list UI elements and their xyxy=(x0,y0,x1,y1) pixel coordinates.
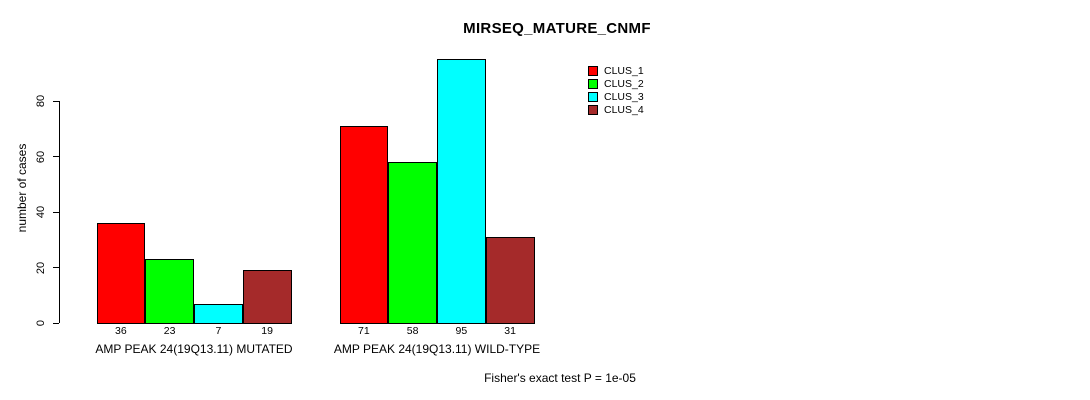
bar-clus_2-group2 xyxy=(388,162,437,324)
y-tick-label: 20 xyxy=(35,261,47,274)
bar-clus_1-group1 xyxy=(96,223,146,324)
bar-clus_3-group2 xyxy=(437,59,486,324)
y-tick-mark xyxy=(53,267,59,268)
y-tick-mark xyxy=(53,211,59,213)
legend-item-clus_1: CLUS_1 xyxy=(588,66,644,76)
chart-title: MIRSEQ_MATURE_CNMF xyxy=(463,20,651,37)
bar-value-label: 23 xyxy=(163,325,176,337)
y-axis-label: number of cases xyxy=(15,143,29,233)
y-tick-mark xyxy=(53,322,59,324)
legend-swatch-icon xyxy=(588,92,598,102)
annotation-text: Fisher's exact test P = 1e-05 xyxy=(484,371,636,385)
legend: CLUS_1 CLUS_2 CLUS_3 CLUS_4 xyxy=(588,66,644,118)
legend-swatch-icon xyxy=(588,66,598,76)
bar-value-label: 95 xyxy=(455,325,468,337)
bar-value-label: 7 xyxy=(215,325,222,337)
y-axis-line xyxy=(59,101,60,323)
bar-clus_1-group2 xyxy=(339,125,389,324)
bar-value-label: 31 xyxy=(504,325,516,337)
y-tick-label: 60 xyxy=(35,150,47,163)
y-tick-label: 40 xyxy=(35,205,47,219)
legend-item-clus_4: CLUS_4 xyxy=(588,105,644,115)
legend-item-label: CLUS_1 xyxy=(604,65,644,77)
legend-item-label: CLUS_3 xyxy=(604,91,644,103)
bar-clus_4-group1 xyxy=(242,270,292,324)
bar-value-label: 58 xyxy=(406,325,419,337)
legend-swatch-icon xyxy=(588,79,598,89)
legend-swatch-icon xyxy=(588,105,598,115)
legend-item-label: CLUS_2 xyxy=(604,78,644,90)
x-axis-group-label: AMP PEAK 24(19Q13.11) MUTATED xyxy=(95,342,293,356)
y-tick-mark xyxy=(53,156,59,157)
bar-value-label: 19 xyxy=(261,325,273,337)
y-tick-label: 0 xyxy=(35,319,47,327)
legend-item-clus_3: CLUS_3 xyxy=(588,92,644,102)
bar-value-label: 71 xyxy=(358,325,370,337)
bar-clus_3-group1 xyxy=(194,303,243,324)
x-axis-group-label: AMP PEAK 24(19Q13.11) WILD-TYPE xyxy=(333,342,541,356)
bar-clus_4-group2 xyxy=(485,236,535,324)
y-tick-label: 80 xyxy=(35,94,47,108)
bar-value-label: 36 xyxy=(115,325,127,337)
y-tick-mark xyxy=(53,100,59,102)
bar-clus_2-group1 xyxy=(145,259,194,324)
legend-item-clus_2: CLUS_2 xyxy=(588,79,644,89)
legend-item-label: CLUS_4 xyxy=(604,104,644,116)
